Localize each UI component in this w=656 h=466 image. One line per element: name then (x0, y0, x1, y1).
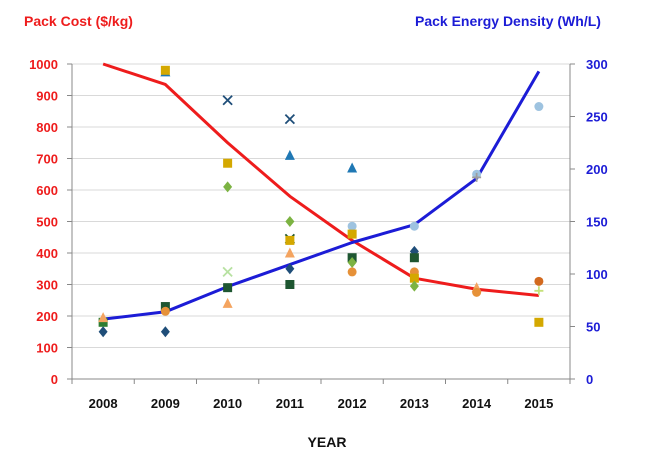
x-tick-label: 2012 (338, 396, 367, 411)
left-y-tick-label: 300 (36, 278, 58, 293)
square-marker (285, 280, 295, 289)
square-marker (223, 158, 233, 168)
left-y-tick-label: 400 (36, 246, 58, 261)
square-marker (223, 283, 233, 293)
x-tick-label: 2011 (276, 396, 304, 411)
diamond-marker (223, 181, 233, 193)
axes (67, 63, 575, 384)
left-axis-title: Pack Cost ($/kg) (24, 13, 133, 29)
square-marker (409, 253, 419, 263)
circle-marker (347, 221, 357, 231)
right-y-tick-label: 150 (586, 215, 608, 230)
left-y-tick-label: 600 (36, 183, 58, 198)
x-marker (222, 266, 233, 278)
x-tick-label: 2009 (151, 396, 180, 411)
left-y-tick-label: 100 (36, 341, 58, 356)
square-marker (409, 273, 419, 283)
plus-marker (534, 286, 544, 296)
square-marker (285, 235, 295, 245)
x-tick-label: 2008 (89, 396, 118, 411)
circle-marker (534, 276, 544, 286)
scatter-markers (98, 65, 544, 338)
left-y-tick-labels: 0 100 200 300 400 500 600 700 800 900 1000 (29, 57, 58, 387)
circle-marker (534, 102, 544, 112)
triangle-marker (347, 162, 358, 173)
right-y-tick-label: 100 (586, 267, 608, 282)
diamond-marker (285, 216, 295, 227)
triangle-marker (284, 247, 295, 258)
diamond-marker (409, 280, 419, 292)
left-y-tick-label: 700 (36, 152, 58, 167)
x-axis-title: YEAR (308, 434, 347, 450)
left-y-tick-label: 1000 (29, 57, 58, 72)
right-axis-title: Pack Energy Density (Wh/L) (415, 13, 601, 29)
right-y-tick-labels: 0 50 100 150 200 250 300 (586, 57, 608, 387)
x-marker (284, 113, 296, 125)
diamond-marker (347, 256, 357, 268)
left-y-tick-label: 800 (36, 120, 58, 135)
right-y-tick-label: 200 (586, 162, 608, 177)
right-y-tick-label: 300 (586, 57, 608, 72)
x-tick-label: 2013 (400, 396, 429, 411)
pack-cost-line (102, 62, 540, 298)
x-marker (222, 95, 233, 106)
x-tick-label: 2014 (462, 396, 492, 411)
square-marker (98, 317, 108, 327)
plus-marker (472, 172, 482, 182)
right-y-tick-label: 50 (586, 320, 600, 335)
x-tick-label: 2015 (524, 396, 553, 411)
circle-marker (160, 306, 170, 316)
diamond-marker (160, 326, 170, 338)
left-y-tick-label: 0 (51, 372, 58, 387)
pack-energy-density-line (102, 70, 541, 321)
circle-marker (347, 267, 357, 277)
triangle-marker (284, 149, 295, 160)
series-lines (102, 62, 541, 321)
circle-marker (472, 287, 482, 297)
square-marker (534, 317, 544, 327)
left-y-tick-label: 500 (36, 215, 58, 230)
gridlines (72, 63, 570, 380)
square-marker (160, 65, 170, 75)
x-tick-labels: 2008 2009 2010 2011 2012 2013 2014 2015 (89, 396, 554, 411)
diamond-marker (98, 326, 108, 338)
left-y-tick-label: 200 (36, 309, 58, 324)
diamond-marker (285, 263, 295, 275)
right-y-tick-label: 0 (586, 372, 593, 387)
right-y-tick-label: 250 (586, 110, 608, 125)
left-y-tick-label: 900 (36, 89, 58, 104)
circle-marker (409, 221, 419, 231)
x-tick-label: 2010 (213, 396, 242, 411)
triangle-marker (98, 312, 109, 323)
triangle-marker (222, 297, 233, 308)
square-marker (347, 229, 357, 239)
square-marker (160, 302, 170, 312)
